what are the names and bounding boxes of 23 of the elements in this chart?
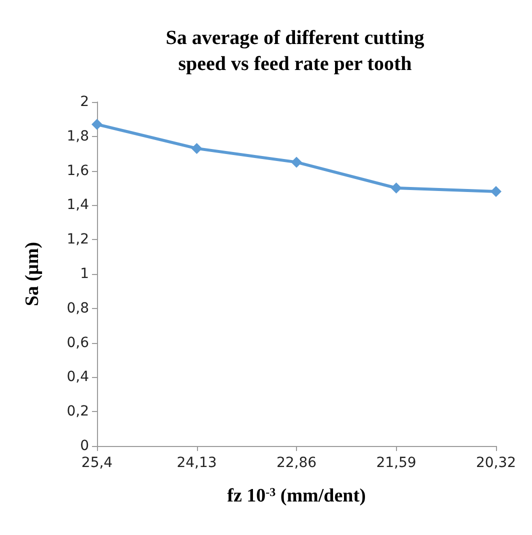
y-tick-label: 1,4: [66, 197, 90, 214]
y-tick-label: 1,6: [66, 162, 90, 179]
y-tick-label: 1,2: [66, 232, 89, 248]
point: [490, 186, 502, 197]
y-tick-label: 2: [80, 94, 89, 110]
x-tick-label: 25,4: [81, 455, 113, 471]
x-tick-label: 21,59: [376, 455, 416, 471]
x-tick-label: 20,32: [476, 455, 516, 471]
y-axis-title: Sa (µm): [22, 242, 43, 306]
point: [390, 182, 402, 194]
y-tick-label: 0,4: [66, 369, 90, 386]
y-tick-label: 0: [80, 438, 89, 454]
x-tick-label: 22,86: [276, 455, 317, 471]
y-tick-label: 1,8: [66, 128, 89, 144]
point: [291, 156, 302, 168]
y-tick-label: 0,6: [66, 334, 90, 351]
x-tick-label: 24,13: [176, 455, 217, 471]
chart-title: Sa average of different cutting speed vs feed rate per tooth: [166, 27, 424, 75]
point: [191, 142, 202, 154]
y-tick-label: 1: [80, 266, 89, 282]
y-tick-label: 0,2: [66, 404, 89, 420]
y-tick-label: 0,8: [66, 300, 89, 316]
point: [92, 118, 102, 130]
